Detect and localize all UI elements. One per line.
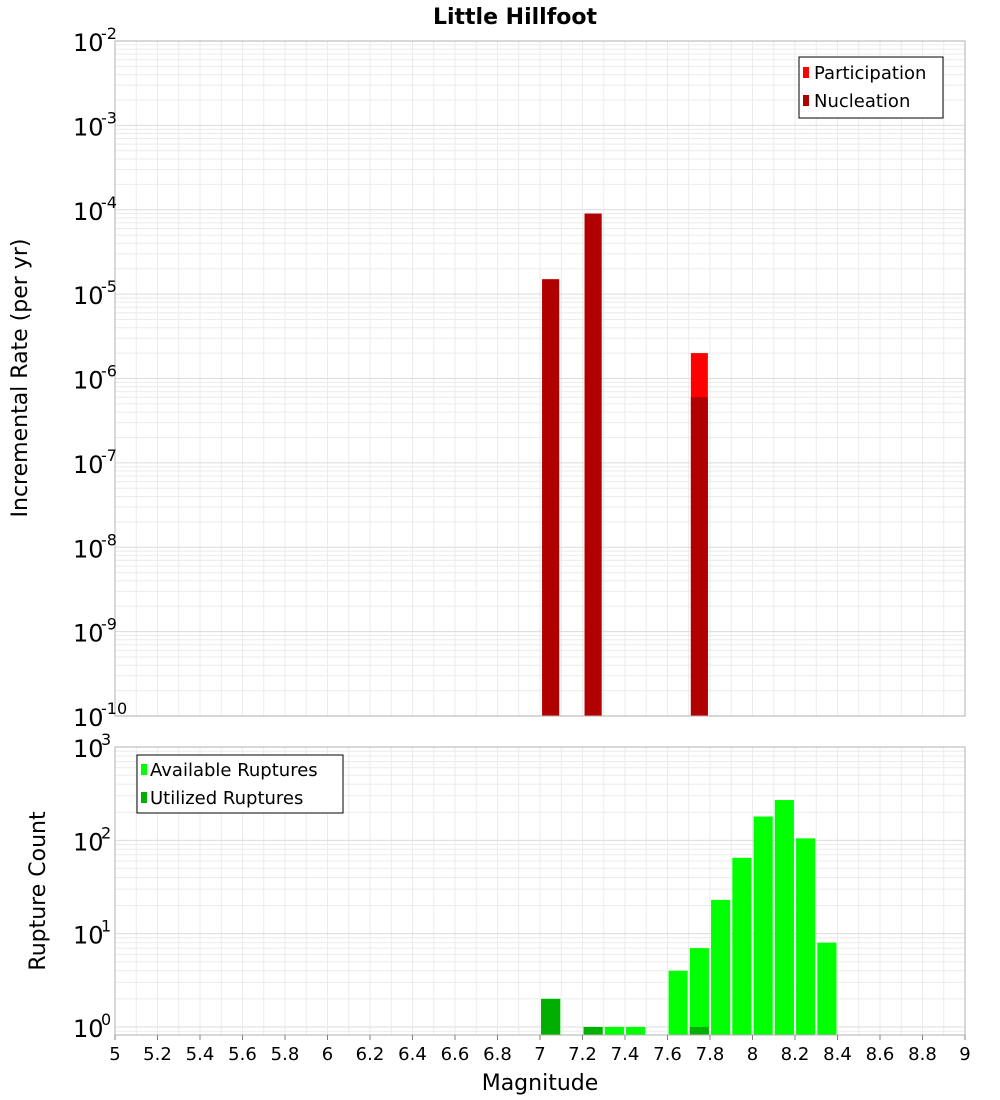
rate-bar-nucleation [690, 397, 708, 716]
count-bar-available-ruptures [668, 970, 688, 1035]
count-y-tick-label: 10 [73, 735, 104, 763]
count-bar-available-ruptures [626, 1026, 646, 1035]
rate-y-tick-exponent: -5 [101, 277, 117, 296]
rate-y-tick-exponent: -2 [101, 24, 117, 43]
count-bar-utilized-ruptures [583, 1026, 603, 1035]
rate-y-tick-exponent: -10 [101, 699, 127, 718]
count-y-tick-exponent: 1 [101, 917, 111, 936]
x-tick-label: 9 [959, 1044, 970, 1065]
x-tick-label: 5.8 [271, 1044, 300, 1065]
count-bar-available-ruptures [689, 948, 709, 1035]
rate-y-tick-label: 10 [73, 367, 104, 395]
rate-y-tick-label: 10 [73, 282, 104, 310]
count-y-tick-exponent: 3 [101, 730, 111, 749]
count-y-axis-label: Rupture Count [26, 811, 51, 971]
available-legend-swatch [141, 764, 147, 775]
x-tick-label: 8.4 [823, 1044, 852, 1065]
rate-bars [542, 213, 708, 717]
x-axis-label: Magnitude [482, 1071, 599, 1096]
x-tick-label: 8.8 [908, 1044, 937, 1065]
rate-plot-frame [114, 40, 966, 717]
count-y-tick-exponent: 0 [101, 1010, 111, 1029]
rate-bar-nucleation [542, 279, 560, 716]
count-bar-utilized-ruptures [541, 998, 561, 1035]
count-legend-box [136, 754, 344, 814]
rate-y-tick-exponent: -3 [101, 108, 117, 127]
rate-y-tick-label: 10 [73, 704, 104, 732]
x-tick-label: 6 [322, 1044, 333, 1065]
count-y-tick-label: 10 [73, 828, 104, 856]
x-tick-label: 7.2 [568, 1044, 597, 1065]
x-tick-label: 6.4 [398, 1044, 427, 1065]
available-legend-label: Available Ruptures [150, 760, 318, 781]
count-bar-available-ruptures [732, 857, 752, 1035]
count-bars [541, 800, 837, 1035]
count-y-tick-exponent: 2 [101, 823, 111, 842]
rate-gridlines [115, 40, 965, 717]
x-tick-label: 7 [534, 1044, 545, 1065]
rate-legend: Participation Nucleation [798, 56, 944, 119]
rate-y-tick-exponent: -8 [101, 530, 117, 549]
x-axis-ticks: 5 5.2 5.4 5.6 5.8 6 6.2 6.4 6.6 6.8 7 7.2 7.4 7.6 7.8 8… [109, 1035, 971, 1065]
rate-y-tick-exponent: -4 [101, 193, 117, 212]
count-bar-available-ruptures [711, 899, 731, 1035]
nucleation-legend-label: Nucleation [814, 91, 910, 112]
count-y-tick-label: 10 [73, 922, 104, 950]
utilized-legend-label: Utilized Ruptures [150, 788, 303, 809]
rate-y-tick-label: 10 [73, 535, 104, 563]
x-tick-label: 7.4 [611, 1044, 640, 1065]
rate-y-tick-label: 10 [73, 113, 104, 141]
count-bar-available-ruptures [817, 942, 837, 1035]
rate-y-tick-exponent: -9 [101, 615, 117, 634]
x-tick-label: 5 [109, 1044, 120, 1065]
x-tick-label: 5.4 [186, 1044, 215, 1065]
x-tick-label: 8.2 [781, 1044, 810, 1065]
x-tick-label: 8.6 [866, 1044, 895, 1065]
x-tick-label: 8 [747, 1044, 758, 1065]
count-bar-available-ruptures [774, 800, 794, 1035]
count-bar-available-ruptures [753, 816, 773, 1035]
count-bar-available-ruptures [796, 838, 816, 1035]
count-bar-utilized-ruptures [689, 1026, 709, 1035]
rate-y-tick-exponent: -6 [101, 362, 117, 381]
x-tick-label: 6.8 [483, 1044, 512, 1065]
rate-y-tick-exponent: -7 [101, 446, 117, 465]
x-tick-label: 5.2 [143, 1044, 172, 1065]
rate-y-tick-label: 10 [73, 29, 104, 57]
rate-y-tick-label: 10 [73, 198, 104, 226]
nucleation-legend-swatch [803, 95, 809, 106]
x-tick-label: 7.6 [653, 1044, 682, 1065]
rate-y-tick-label: 10 [73, 451, 104, 479]
x-tick-label: 6.6 [441, 1044, 470, 1065]
chart-title: Little Hillfoot [433, 5, 598, 30]
count-y-tick-label: 10 [73, 1015, 104, 1043]
count-bar-available-ruptures [604, 1026, 624, 1035]
rate-y-axis-label: Incremental Rate (per yr) [8, 239, 33, 518]
rate-bar-nucleation [584, 213, 602, 717]
rate-y-tick-label: 10 [73, 620, 104, 648]
x-tick-label: 6.2 [356, 1044, 385, 1065]
rate-legend-box [798, 56, 944, 119]
participation-legend-swatch [803, 67, 809, 78]
count-legend: Available Ruptures Utilized Ruptures [136, 754, 344, 814]
participation-legend-label: Participation [814, 63, 926, 84]
x-tick-label: 5.6 [228, 1044, 257, 1065]
x-tick-label: 7.8 [696, 1044, 725, 1065]
utilized-legend-swatch [141, 792, 147, 803]
